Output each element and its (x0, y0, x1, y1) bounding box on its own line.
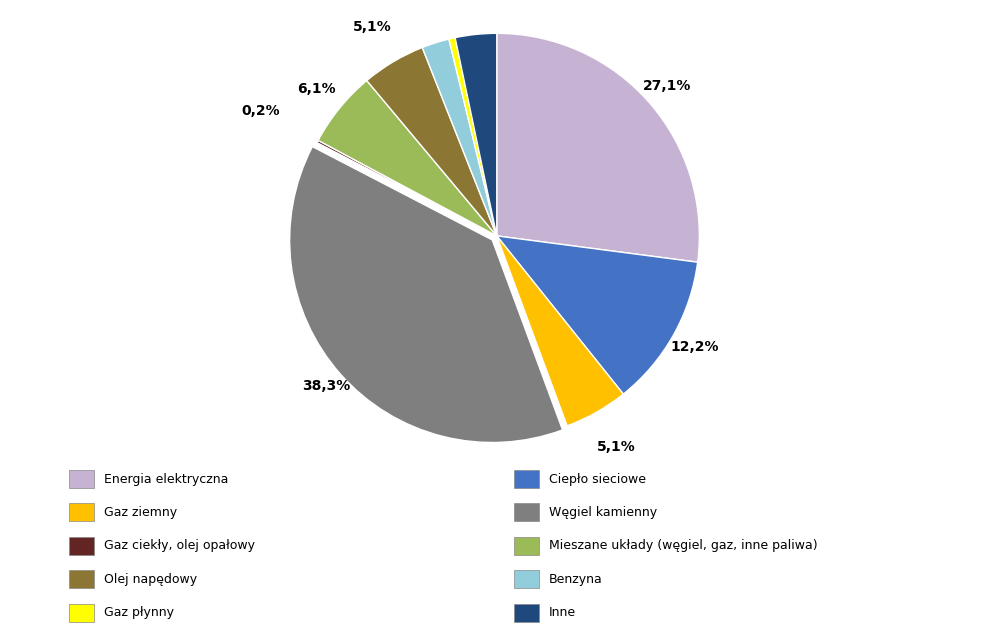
Text: 27,1%: 27,1% (643, 79, 691, 93)
Text: 12,2%: 12,2% (671, 340, 719, 354)
Text: 5,1%: 5,1% (597, 440, 636, 455)
Wedge shape (496, 33, 699, 262)
Text: Węgiel kamienny: Węgiel kamienny (549, 506, 657, 519)
Wedge shape (422, 39, 496, 236)
Wedge shape (318, 80, 496, 236)
Text: 6,1%: 6,1% (297, 82, 335, 96)
Wedge shape (496, 236, 623, 426)
Text: 0,2%: 0,2% (241, 104, 280, 118)
Text: 38,3%: 38,3% (303, 379, 351, 393)
Wedge shape (455, 33, 496, 236)
Text: Gaz ziemny: Gaz ziemny (104, 506, 177, 519)
Wedge shape (496, 236, 697, 394)
Text: 3,3%: 3,3% (452, 0, 491, 1)
Text: Gaz ciekły, olej opałowy: Gaz ciekły, olej opałowy (104, 539, 255, 552)
Text: Benzyna: Benzyna (549, 573, 602, 586)
Text: Inne: Inne (549, 606, 576, 619)
Text: 5,1%: 5,1% (353, 20, 392, 34)
Wedge shape (449, 38, 496, 236)
Text: Ciepło sieciowe: Ciepło sieciowe (549, 473, 646, 485)
Wedge shape (316, 140, 496, 236)
Text: Gaz płynny: Gaz płynny (104, 606, 174, 619)
Wedge shape (367, 48, 496, 236)
Text: Olej napędowy: Olej napędowy (104, 573, 197, 586)
Text: Energia elektryczna: Energia elektryczna (104, 473, 228, 485)
Text: Mieszane układy (węgiel, gaz, inne paliwa): Mieszane układy (węgiel, gaz, inne paliw… (549, 539, 818, 552)
Wedge shape (290, 147, 563, 442)
